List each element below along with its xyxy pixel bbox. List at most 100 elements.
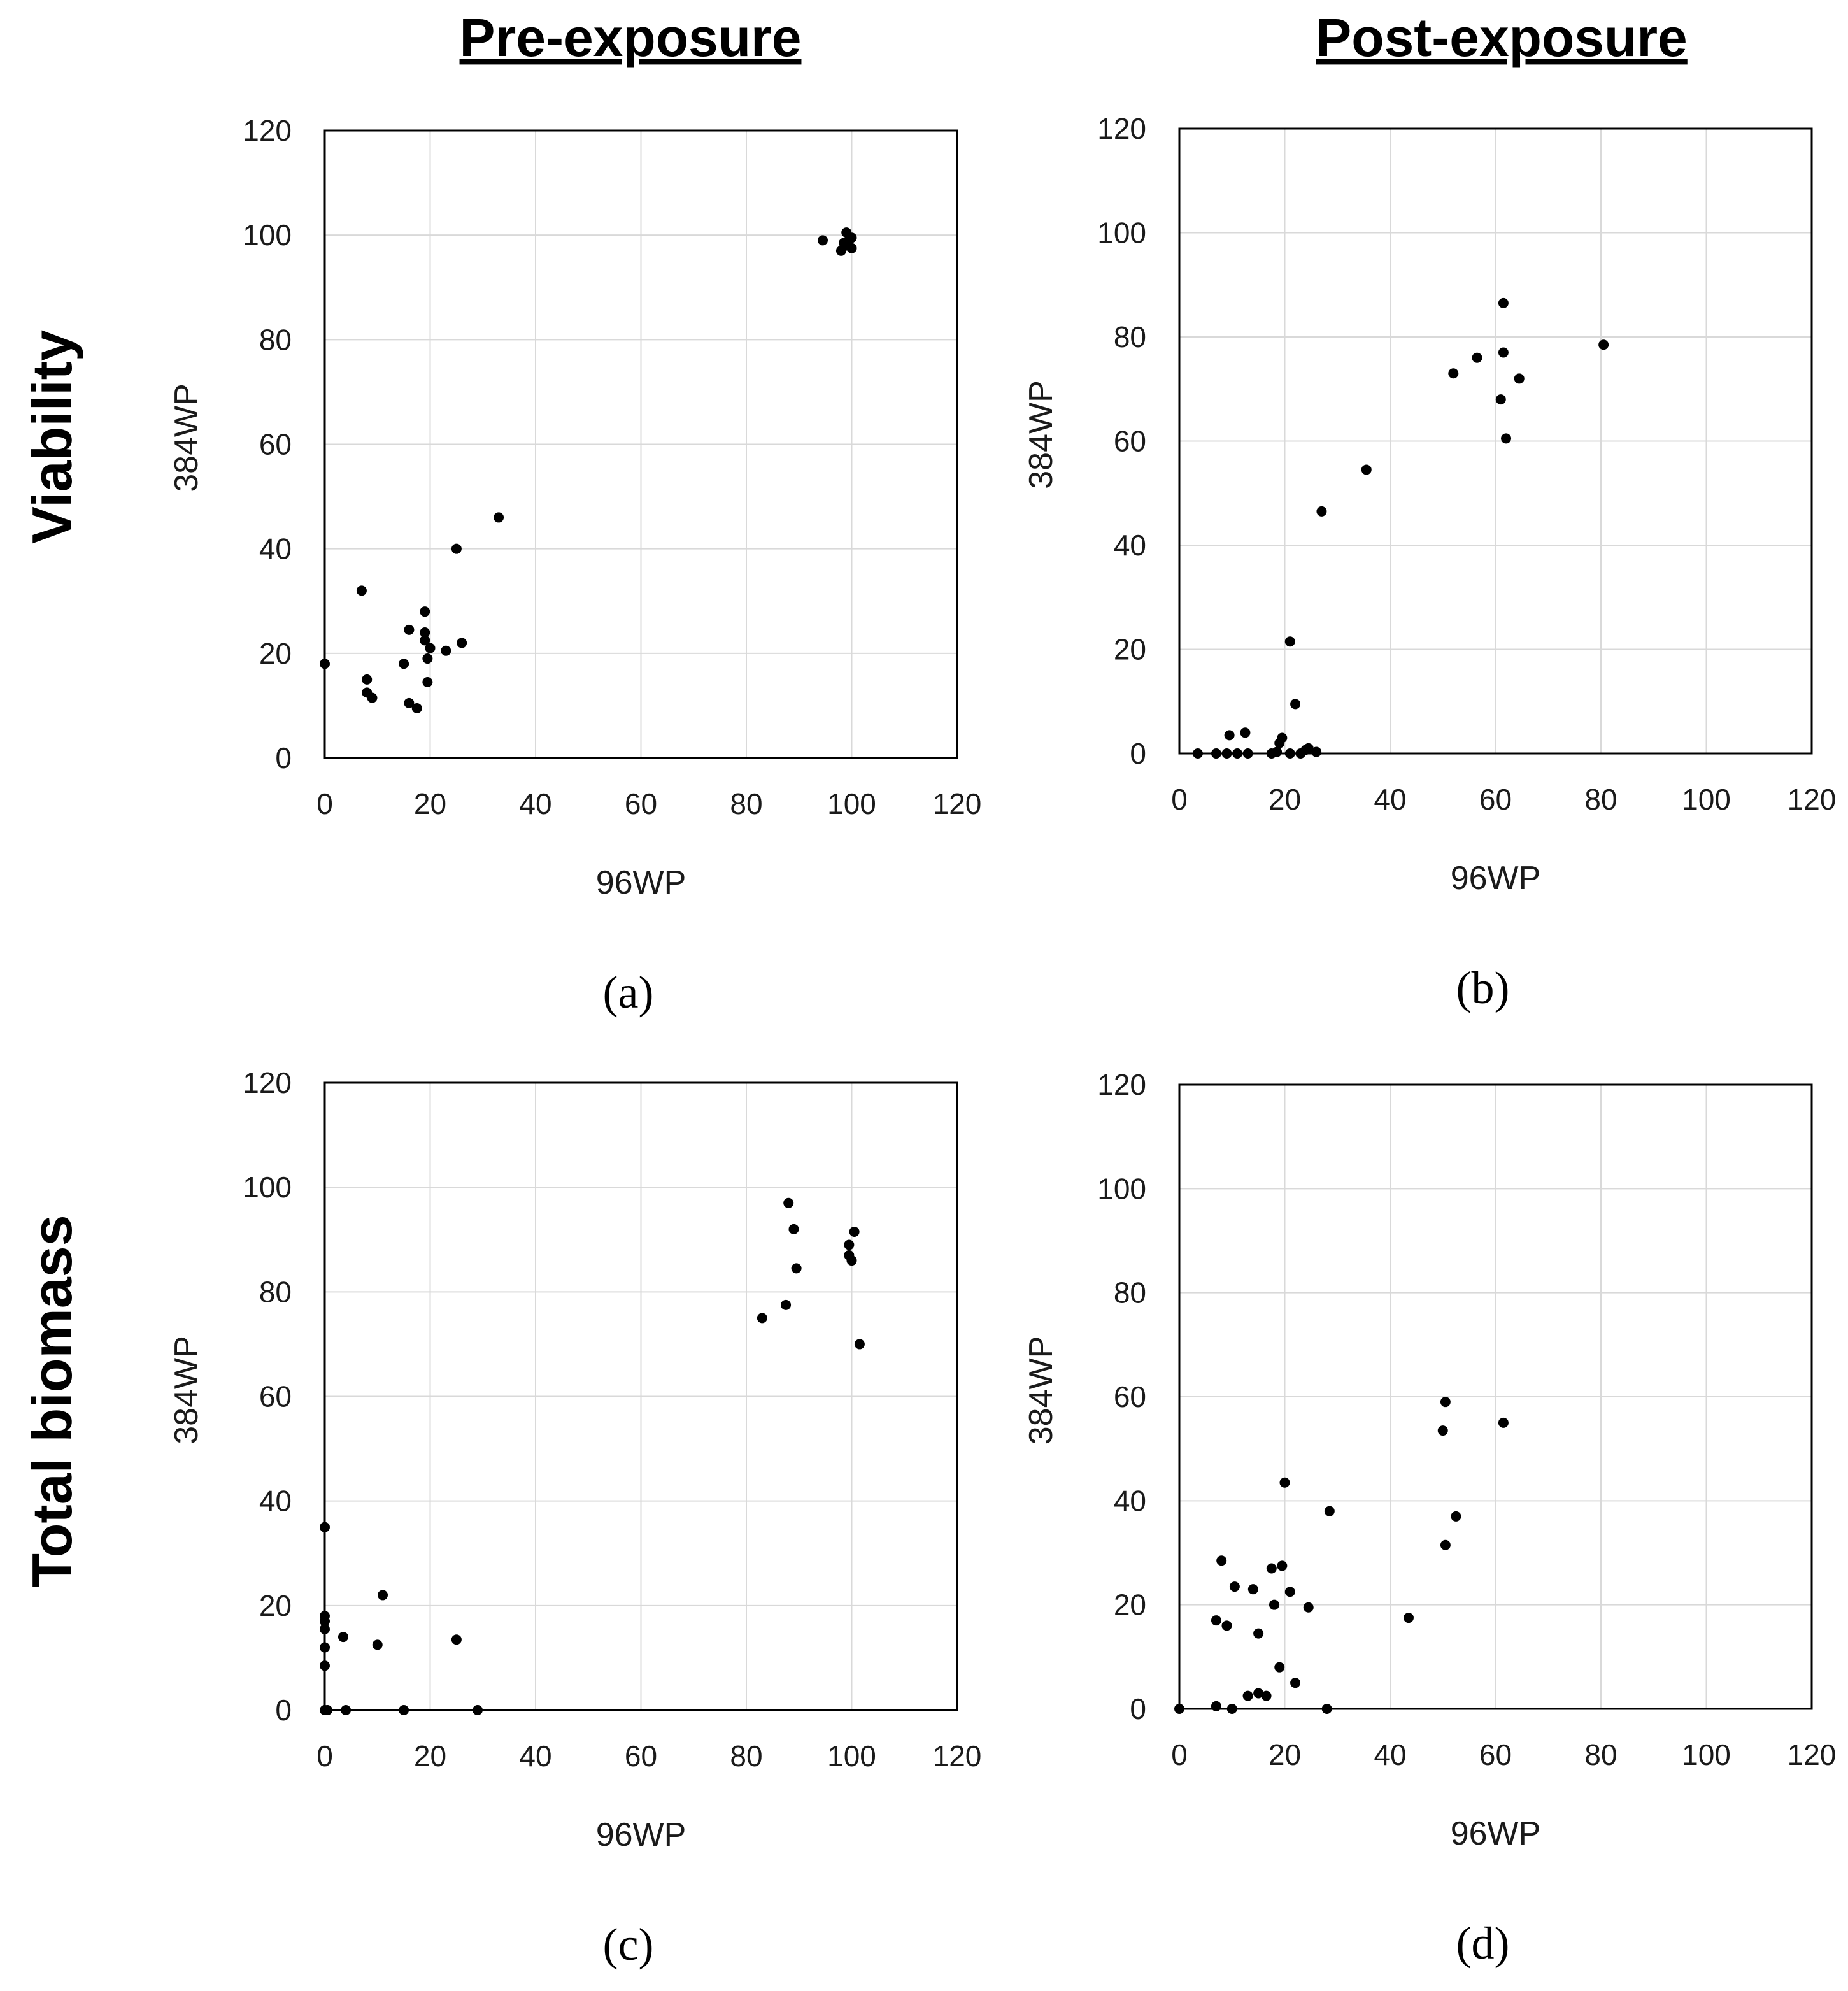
scatter-panel: 0 20 40 60 80 100 120 0 20 40 60 80 100 120 96WP 384WP (… xyxy=(168,114,981,1018)
data-point xyxy=(399,659,409,669)
scatter-panel: 0 20 40 60 80 100 120 0 20 40 60 80 100 120 96WP 384WP (… xyxy=(1023,112,1836,1013)
x-tick-label: 120 xyxy=(1788,1738,1837,1771)
x-tick-label: 40 xyxy=(519,1739,551,1773)
x-tick-label: 120 xyxy=(1788,783,1837,816)
scatter-panel: 0 20 40 60 80 100 120 0 20 40 60 80 100 120 96WP 384WP (… xyxy=(1023,1068,1836,1969)
y-tick-label: 0 xyxy=(1130,1692,1146,1725)
x-tick-label: 20 xyxy=(414,787,446,820)
data-point xyxy=(1284,748,1295,759)
panel-label: (a) xyxy=(603,967,654,1018)
y-tick-label: 40 xyxy=(1114,1484,1146,1517)
x-tick-label: 60 xyxy=(1479,783,1512,816)
plot-frame xyxy=(1178,1083,1813,1710)
data-point xyxy=(320,1660,330,1671)
data-point xyxy=(420,635,430,646)
y-tick-label: 100 xyxy=(243,218,292,252)
data-point xyxy=(1361,464,1372,475)
data-point xyxy=(1303,743,1314,753)
data-point xyxy=(1269,1599,1279,1610)
data-point xyxy=(1211,748,1221,759)
x-tick-label: 40 xyxy=(1374,1738,1406,1771)
x-tick-label: 100 xyxy=(1682,783,1731,816)
y-tick-label: 80 xyxy=(1114,1276,1146,1309)
data-point xyxy=(1192,748,1203,759)
data-point xyxy=(849,1226,860,1237)
x-tick-label: 0 xyxy=(316,1739,333,1773)
y-tick-label: 20 xyxy=(1114,1588,1146,1622)
panel-label: (c) xyxy=(603,1919,654,1970)
data-point xyxy=(1211,1615,1221,1626)
data-point xyxy=(320,1623,330,1634)
x-tick-label: 20 xyxy=(1269,783,1301,816)
y-tick-label: 120 xyxy=(243,114,292,147)
data-point xyxy=(1451,1511,1461,1522)
y-tick-label: 60 xyxy=(259,428,292,461)
y-tick-label: 80 xyxy=(259,323,292,356)
y-axis-label: 384WP xyxy=(1023,1336,1060,1445)
data-point xyxy=(817,235,828,246)
data-point xyxy=(1440,1397,1451,1408)
data-point xyxy=(320,659,330,669)
column-header-post-exposure: Post-exposure xyxy=(1316,8,1688,68)
data-point xyxy=(1321,1704,1332,1714)
data-point xyxy=(1324,1506,1335,1516)
data-point xyxy=(457,638,467,648)
data-point xyxy=(378,1590,388,1601)
y-tick-label: 60 xyxy=(1114,425,1146,458)
y-tick-label: 100 xyxy=(1097,1172,1146,1205)
y-tick-label: 40 xyxy=(259,532,292,566)
y-tick-label: 0 xyxy=(275,741,292,774)
data-point xyxy=(362,674,373,685)
data-point xyxy=(1498,297,1509,308)
data-point xyxy=(1224,730,1235,741)
data-point xyxy=(839,238,849,248)
y-tick-label: 100 xyxy=(1097,217,1146,250)
data-point xyxy=(783,1197,794,1208)
x-tick-label: 120 xyxy=(933,1739,982,1773)
data-point xyxy=(404,697,415,708)
data-point xyxy=(367,692,378,703)
data-point xyxy=(320,1642,330,1653)
y-tick-label: 40 xyxy=(1114,529,1146,562)
x-axis-label: 96WP xyxy=(596,864,686,901)
data-point xyxy=(1437,1425,1448,1436)
y-tick-label: 80 xyxy=(259,1275,292,1308)
data-point xyxy=(1240,727,1251,738)
data-point xyxy=(494,512,504,523)
x-tick-label: 0 xyxy=(1171,1738,1188,1771)
column-header-pre-exposure: Pre-exposure xyxy=(460,8,802,68)
y-tick-label: 0 xyxy=(275,1694,292,1727)
x-tick-label: 0 xyxy=(1171,783,1188,816)
x-tick-label: 80 xyxy=(1584,783,1617,816)
scatter-panel: 0 20 40 60 80 100 120 0 20 40 60 80 100 120 96WP 384WP (… xyxy=(168,1066,981,1970)
data-point xyxy=(846,1255,857,1266)
data-point xyxy=(1290,1678,1301,1688)
data-point xyxy=(472,1705,483,1715)
data-point xyxy=(1221,748,1232,759)
data-point xyxy=(791,1263,802,1274)
x-axis-label: 96WP xyxy=(596,1816,686,1853)
data-point xyxy=(320,1616,330,1627)
y-tick-label: 120 xyxy=(1097,1068,1146,1101)
plot-frame xyxy=(323,1081,958,1711)
x-tick-label: 60 xyxy=(625,787,657,820)
x-tick-label: 80 xyxy=(1584,1738,1617,1771)
data-point xyxy=(1221,1620,1232,1631)
data-point xyxy=(1472,352,1482,363)
x-tick-label: 100 xyxy=(827,787,876,820)
data-point xyxy=(422,676,433,687)
y-axis-label: 384WP xyxy=(168,1336,205,1445)
y-tick-label: 60 xyxy=(259,1380,292,1413)
x-tick-label: 40 xyxy=(519,787,551,820)
data-point xyxy=(846,232,857,243)
x-axis-label: 96WP xyxy=(1451,860,1541,897)
x-tick-label: 120 xyxy=(933,787,982,820)
data-point xyxy=(1598,339,1609,350)
data-point xyxy=(1226,1704,1237,1714)
data-point xyxy=(757,1313,767,1324)
panel-label: (b) xyxy=(1456,962,1510,1013)
y-tick-label: 120 xyxy=(243,1066,292,1099)
x-tick-label: 80 xyxy=(730,787,762,820)
data-point xyxy=(846,243,857,253)
